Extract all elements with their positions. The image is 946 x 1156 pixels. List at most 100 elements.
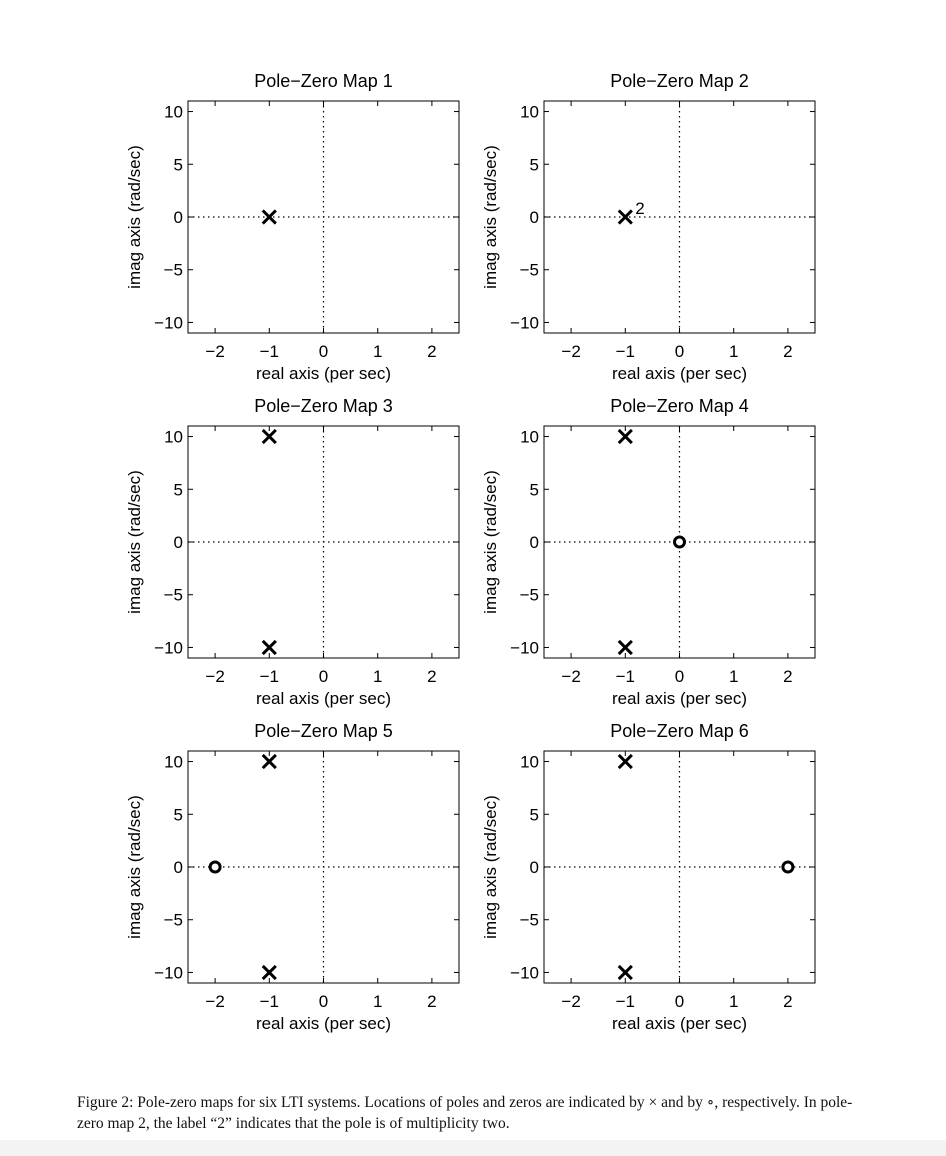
x-tick-label: −2 [561,992,580,1011]
y-tick-label: −5 [164,911,183,930]
pole-marker [261,428,277,445]
figure-caption: Figure 2: Pole-zero maps for six LTI sys… [77,1093,853,1132]
y-tick-label: 10 [164,103,183,122]
x-tick-label: −2 [205,992,224,1011]
x-tick-label: 2 [783,667,792,686]
plot-title: Pole−Zero Map 5 [254,721,393,741]
x-tick-label: −1 [616,667,635,686]
y-tick-label: 10 [520,428,539,447]
y-tick-label: −10 [154,313,183,332]
x-tick-label: 2 [427,992,436,1011]
x-tick-label: 0 [319,992,328,1011]
y-tick-label: 10 [520,753,539,772]
pole-marker [261,639,277,656]
pole-marker [261,964,277,981]
x-axis-label: real axis (per sec) [612,1014,747,1033]
y-tick-label: −10 [510,638,539,657]
x-tick-label: 2 [783,992,792,1011]
x-tick-label: 1 [373,342,382,361]
y-tick-label: −5 [164,586,183,605]
x-tick-label: −2 [561,667,580,686]
x-tick-label: −1 [260,667,279,686]
pole-marker [617,639,633,656]
pole-marker [617,428,633,445]
pole-marker [617,209,633,225]
x-tick-label: 2 [783,342,792,361]
x-tick-label: 0 [319,667,328,686]
y-tick-label: 0 [174,858,183,877]
plot-title: Pole−Zero Map 2 [610,71,749,91]
zero-marker [781,860,795,874]
plot-title: Pole−Zero Map 4 [610,396,749,416]
x-tick-label: 1 [373,992,382,1011]
y-tick-label: 10 [164,753,183,772]
plot-title: Pole−Zero Map 1 [254,71,393,91]
y-tick-label: −10 [510,963,539,982]
page-bottom-bar [0,1140,946,1156]
x-axis-label: real axis (per sec) [612,689,747,708]
plot-title: Pole−Zero Map 3 [254,396,393,416]
x-tick-label: −2 [561,342,580,361]
y-tick-label: −5 [520,261,539,280]
x-tick-label: 0 [675,342,684,361]
y-tick-label: 10 [520,103,539,122]
y-axis-label: imag axis (rad/sec) [481,145,500,289]
y-axis-label: imag axis (rad/sec) [125,470,144,614]
zero-marker [208,860,222,874]
y-tick-label: 5 [530,155,539,174]
y-tick-label: 0 [530,208,539,227]
plot-title: Pole−Zero Map 6 [610,721,749,741]
x-tick-label: 1 [729,667,738,686]
x-axis-label: real axis (per sec) [612,364,747,383]
x-tick-label: 0 [675,992,684,1011]
x-tick-label: 0 [319,342,328,361]
y-axis-label: imag axis (rad/sec) [481,470,500,614]
x-axis-label: real axis (per sec) [256,1014,391,1033]
pole-marker [617,964,633,981]
y-tick-label: −5 [520,911,539,930]
x-tick-label: −2 [205,342,224,361]
x-tick-label: 1 [729,992,738,1011]
x-tick-label: −1 [260,342,279,361]
y-axis-label: imag axis (rad/sec) [125,795,144,939]
y-tick-label: 0 [174,208,183,227]
y-tick-label: 0 [530,533,539,552]
y-tick-label: 5 [174,805,183,824]
zero-marker [673,535,686,549]
y-tick-label: −5 [520,586,539,605]
y-tick-label: 0 [174,533,183,552]
y-tick-label: 0 [530,858,539,877]
pole-multiplicity-label: 2 [635,199,644,218]
x-tick-label: 2 [427,342,436,361]
pole-marker [261,753,277,770]
y-tick-label: 5 [174,155,183,174]
y-axis-label: imag axis (rad/sec) [481,795,500,939]
y-tick-label: −10 [154,963,183,982]
y-tick-label: −10 [154,638,183,657]
y-axis-label: imag axis (rad/sec) [125,145,144,289]
x-tick-label: 1 [373,667,382,686]
x-tick-label: −1 [616,992,635,1011]
pole-marker [261,209,277,225]
y-tick-label: −5 [164,261,183,280]
pole-marker [617,753,633,770]
y-tick-label: 10 [164,428,183,447]
x-axis-label: real axis (per sec) [256,689,391,708]
x-tick-label: 2 [427,667,436,686]
x-tick-label: −2 [205,667,224,686]
y-tick-label: 5 [174,480,183,499]
y-tick-label: −10 [510,313,539,332]
x-tick-label: 0 [675,667,684,686]
y-tick-label: 5 [530,480,539,499]
y-tick-label: 5 [530,805,539,824]
x-tick-label: −1 [260,992,279,1011]
x-axis-label: real axis (per sec) [256,364,391,383]
x-tick-label: −1 [616,342,635,361]
